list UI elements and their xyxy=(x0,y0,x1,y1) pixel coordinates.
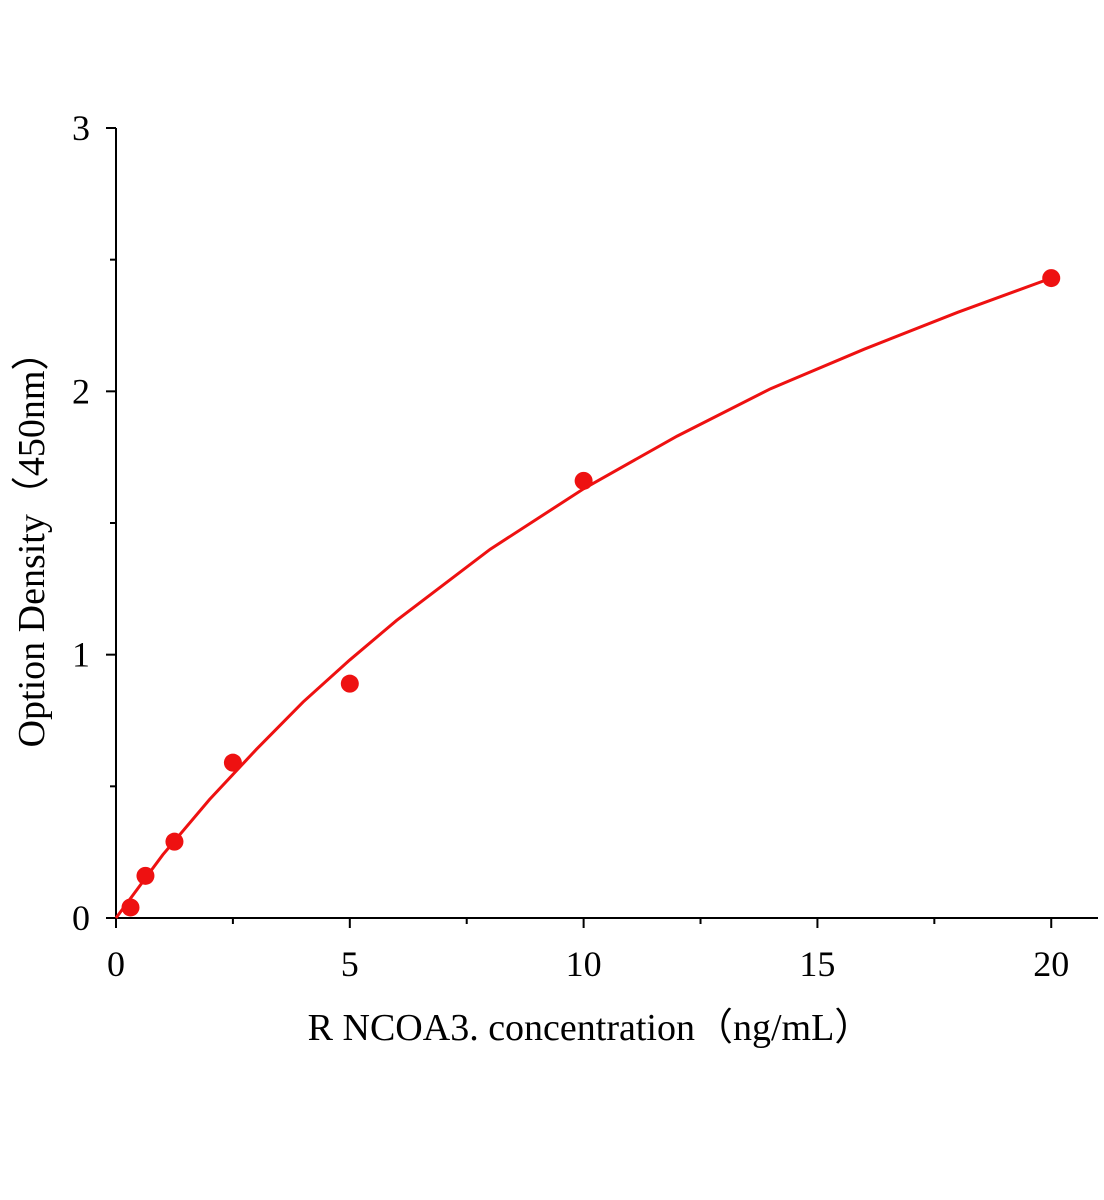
x-tick-label: 10 xyxy=(566,944,602,984)
data-point xyxy=(121,898,140,917)
x-tick-label: 5 xyxy=(341,944,359,984)
x-tick-label: 15 xyxy=(799,944,835,984)
data-point xyxy=(1042,269,1061,288)
y-tick-label: 1 xyxy=(72,635,90,675)
y-axis-label: Option Density（450nm） xyxy=(11,333,53,748)
data-point xyxy=(223,753,242,772)
fit-curve xyxy=(114,276,1052,919)
y-tick-label: 2 xyxy=(72,371,90,411)
data-point xyxy=(340,674,359,693)
data-point xyxy=(165,832,184,851)
y-tick-label: 3 xyxy=(72,108,90,148)
x-tick-label: 20 xyxy=(1033,944,1069,984)
x-axis-label: R NCOA3. concentration（ng/mL） xyxy=(308,1007,873,1049)
x-tick-label: 0 xyxy=(107,944,125,984)
data-point xyxy=(136,866,155,885)
y-tick-label: 0 xyxy=(72,898,90,938)
data-point xyxy=(574,471,593,490)
